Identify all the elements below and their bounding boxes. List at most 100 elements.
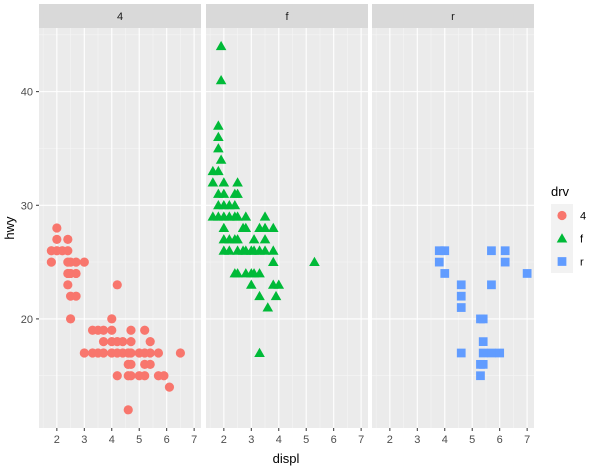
- data-point-f: [207, 177, 219, 187]
- data-point-4: [153, 348, 164, 358]
- data-point-r: [434, 257, 444, 267]
- facet-strip-label: 4: [117, 11, 123, 23]
- data-point-4: [126, 325, 136, 335]
- legend-label: r: [580, 257, 584, 269]
- data-point-r: [456, 280, 466, 290]
- x-axis-title: displ: [273, 451, 300, 466]
- data-point-f: [218, 177, 230, 187]
- x-tick-label: 3: [248, 434, 254, 446]
- data-point-4: [140, 371, 150, 381]
- x-tick-label: 6: [164, 434, 170, 446]
- x-tick-label: 6: [497, 434, 503, 446]
- data-point-4: [98, 337, 109, 347]
- data-point-f: [224, 245, 235, 255]
- data-point-4: [175, 348, 186, 358]
- legend-label: f: [580, 234, 584, 246]
- data-point-r: [478, 314, 488, 324]
- facet-strip-label: f: [285, 11, 289, 23]
- legend-marker-4: [557, 210, 567, 221]
- data-point-f: [213, 165, 224, 176]
- x-tick-label: 7: [358, 434, 364, 446]
- x-tick-label: 3: [414, 434, 420, 446]
- data-point-r: [495, 348, 505, 358]
- panel-background: [372, 28, 534, 428]
- data-point-f: [232, 211, 243, 221]
- data-point-f: [213, 143, 224, 153]
- data-point-4: [63, 246, 73, 256]
- data-point-f: [232, 234, 243, 244]
- x-tick-label: 2: [387, 434, 393, 446]
- data-point-r: [487, 348, 496, 358]
- data-point-4: [79, 257, 89, 267]
- data-point-f: [254, 347, 265, 357]
- facet-strip: [39, 4, 201, 28]
- data-point-4: [71, 257, 81, 267]
- data-point-f: [267, 256, 279, 267]
- x-tick-label: 7: [524, 434, 530, 446]
- data-point-f: [232, 177, 243, 187]
- data-point-r: [476, 371, 485, 381]
- data-point-f: [259, 222, 271, 232]
- data-point-f: [232, 268, 243, 278]
- x-tick-label: 3: [81, 434, 87, 446]
- data-point-f: [215, 74, 227, 85]
- data-point-r: [478, 359, 488, 369]
- data-point-f: [213, 120, 224, 130]
- data-point-f: [259, 245, 271, 255]
- data-point-4: [145, 359, 155, 369]
- x-tick-label: 2: [221, 434, 227, 446]
- data-point-4: [164, 382, 175, 392]
- data-point-r: [456, 291, 466, 301]
- data-point-4: [71, 291, 81, 301]
- data-point-f: [240, 211, 252, 221]
- data-point-f: [240, 222, 252, 232]
- data-point-r: [456, 348, 466, 358]
- data-point-r: [487, 246, 496, 256]
- data-point-f: [254, 290, 265, 301]
- data-point-4: [71, 268, 81, 279]
- data-point-f: [246, 279, 257, 289]
- data-point-4: [126, 359, 136, 369]
- y-tick-label: 30: [21, 200, 33, 212]
- data-point-4: [52, 234, 62, 244]
- data-point-4: [140, 325, 150, 335]
- y-tick-label: 40: [21, 87, 33, 99]
- data-point-f: [248, 234, 260, 244]
- data-point-4: [126, 371, 136, 381]
- x-tick-label: 4: [276, 434, 282, 446]
- y-axis-title: hwy: [2, 216, 17, 240]
- data-point-4: [126, 348, 136, 358]
- x-tick-label: 5: [469, 434, 475, 446]
- data-point-f: [213, 131, 224, 142]
- legend-title: drv: [551, 184, 570, 199]
- data-point-4: [107, 325, 117, 335]
- legend-marker-f: [556, 233, 568, 243]
- data-point-r: [500, 257, 510, 267]
- data-point-r: [456, 303, 466, 312]
- x-tick-label: 5: [303, 434, 309, 446]
- data-point-f: [218, 222, 230, 232]
- data-point-r: [440, 269, 450, 278]
- legend-label: 4: [580, 211, 586, 223]
- panel-background: [39, 28, 201, 428]
- data-point-f: [267, 222, 279, 232]
- data-point-4: [123, 405, 133, 415]
- data-point-f: [254, 268, 265, 278]
- data-point-4: [112, 371, 122, 381]
- x-tick-label: 5: [136, 434, 142, 446]
- x-tick-label: 2: [54, 434, 60, 446]
- legend-marker-r: [557, 257, 567, 266]
- data-point-f: [229, 199, 241, 210]
- facet-strip: [372, 4, 534, 28]
- data-point-f: [215, 154, 227, 164]
- data-point-r: [500, 246, 510, 256]
- data-point-f: [270, 290, 282, 301]
- data-point-4: [112, 280, 122, 290]
- data-point-f: [232, 188, 243, 198]
- x-tick-label: 4: [442, 434, 448, 446]
- data-point-f: [259, 234, 271, 244]
- data-point-4: [46, 257, 56, 267]
- x-tick-label: 7: [191, 434, 197, 446]
- data-point-f: [262, 302, 274, 312]
